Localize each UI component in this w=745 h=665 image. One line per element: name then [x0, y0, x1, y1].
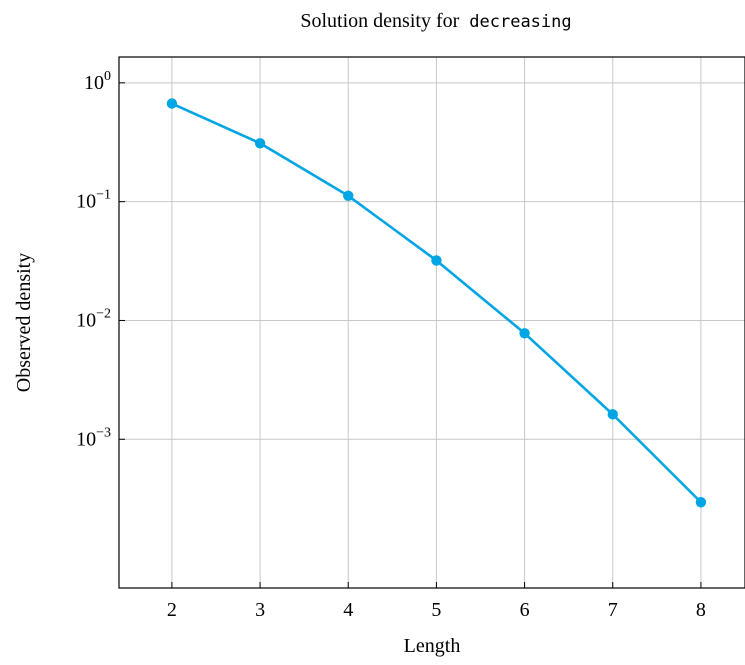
y-tick-label: 10−2 [76, 306, 111, 331]
data-point [343, 190, 354, 202]
data-point [166, 98, 178, 109]
y-tick-label: 10−1 [76, 188, 111, 213]
x-tick-label: 5 [431, 599, 441, 621]
y-tick-label: 100 [84, 69, 111, 94]
x-tick-label: 7 [608, 599, 618, 621]
grid-layer [119, 57, 745, 588]
data-point [519, 328, 530, 339]
series-layer [166, 98, 707, 508]
x-tick-label: 3 [255, 599, 265, 621]
y-axis-label: Observed density [13, 253, 35, 392]
data-point [695, 497, 707, 508]
x-tick-label: 4 [343, 599, 353, 621]
chart-title: Solution density for decreasing [300, 10, 571, 32]
y-tick-label: 10−3 [76, 425, 111, 450]
x-tick-label: 2 [167, 599, 177, 621]
data-point [254, 138, 266, 149]
x-axis-label: Length [404, 635, 461, 657]
x-tick-label: 8 [696, 599, 706, 621]
tick-layer: 2 3 4 5 6 7 8 100 10−1 10−2 10−3 [76, 69, 706, 621]
plot-frame [118, 56, 745, 589]
data-point [431, 255, 442, 266]
data-point [607, 409, 618, 420]
x-tick-label: 6 [520, 599, 530, 621]
chart-title-code: decreasing [469, 12, 571, 32]
chart-title-text: Solution density for [300, 10, 459, 32]
